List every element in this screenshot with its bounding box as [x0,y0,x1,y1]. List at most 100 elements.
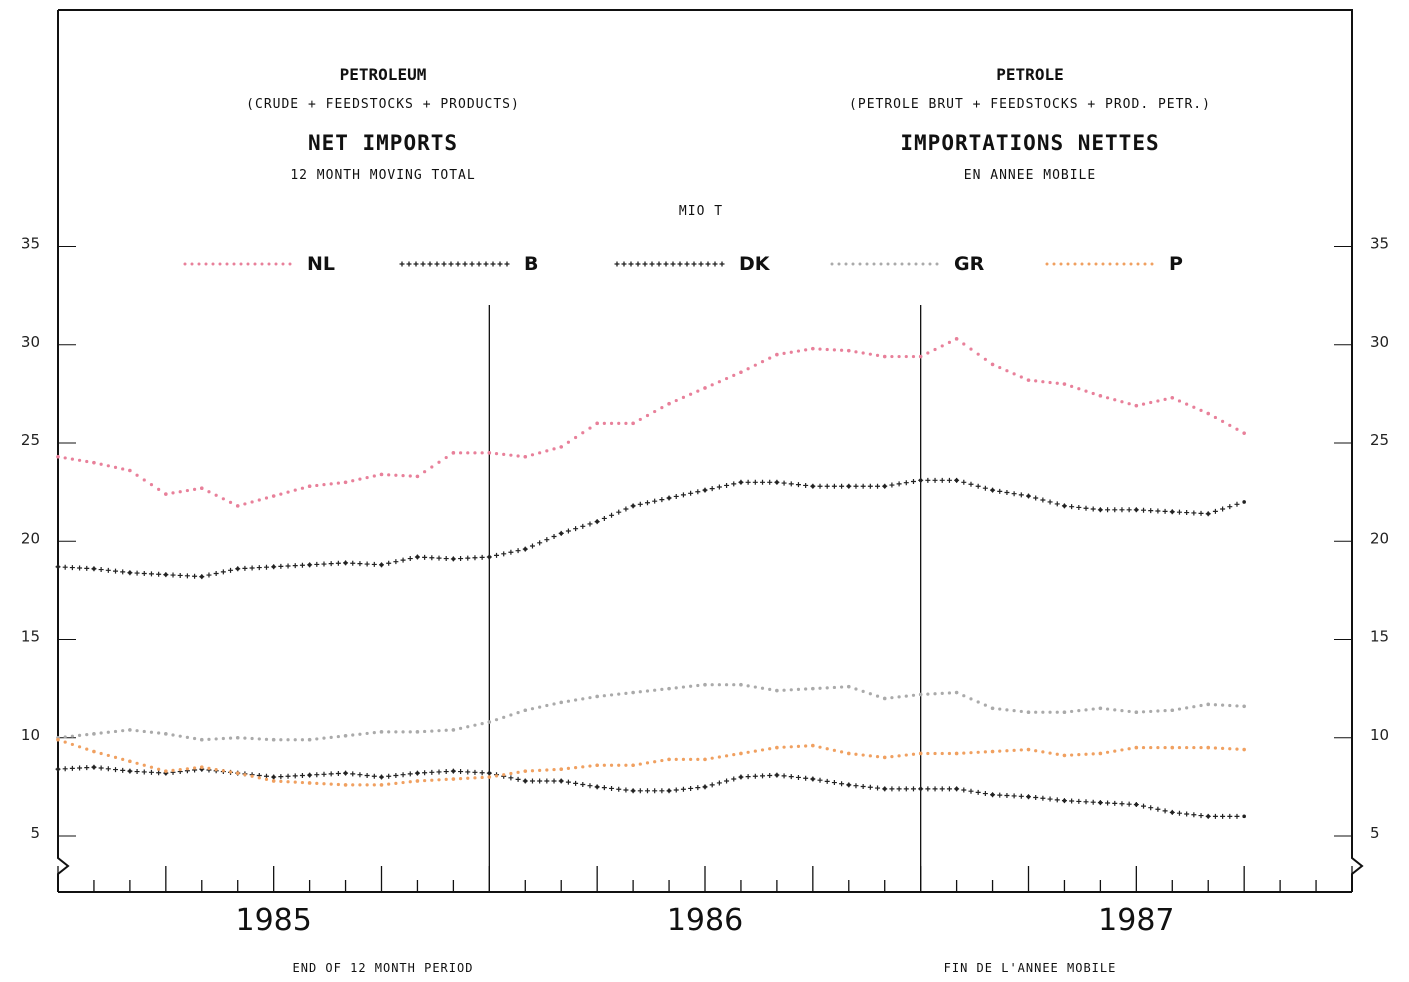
point-gr-2 [128,728,132,732]
point-dk-1 [92,765,96,770]
point-gr-20 [775,688,779,693]
legend-item-nl: NL [183,253,335,275]
point-gr-8 [343,733,348,738]
legend-label-b: B [524,253,538,275]
series-layer [55,337,1246,819]
point-b-22 [846,484,851,489]
point-nl-2 [128,468,132,473]
point-gr-26 [990,706,995,711]
y-tick-label-right-20: 20 [1370,529,1389,547]
point-nl-17 [667,401,671,406]
point-nl-31 [1170,396,1175,400]
point-dk-28 [1062,798,1067,803]
point-gr-11 [451,728,456,732]
point-nl-11 [451,451,456,455]
series-b [55,477,1246,580]
point-b-3 [164,572,168,577]
point-gr-18 [703,682,707,687]
point-gr-7 [307,737,312,742]
point-b-25 [954,478,959,483]
point-b-23 [882,484,887,489]
point-dk-25 [954,787,959,791]
point-b-15 [595,519,599,524]
legend-item-p: P [1045,253,1183,275]
series-gr [56,682,1246,742]
point-nl-30 [1134,403,1139,408]
point-dk-29 [1098,800,1103,805]
point-nl-8 [343,480,348,485]
point-b-32 [1206,511,1211,516]
point-p-17 [667,757,671,762]
point-p-33 [1242,747,1246,752]
point-dk-9 [379,775,384,779]
point-p-26 [990,749,995,754]
right-period: EN ANNEE MOBILE [964,168,1096,183]
left-period: 12 MONTH MOVING TOTAL [290,168,475,183]
point-p-25 [954,751,959,756]
point-dk-23 [882,787,887,791]
y-tick-label-right-30: 30 [1370,333,1389,351]
unit-label: MIO T [679,204,723,219]
point-p-3 [164,769,168,773]
point-b-6 [271,564,276,569]
point-gr-29 [1098,706,1103,711]
point-nl-32 [1206,411,1211,416]
legend-label-p: P [1169,253,1183,275]
point-nl-10 [415,474,420,479]
point-p-4 [199,765,204,770]
point-p-14 [559,767,564,771]
series-dk [55,764,1246,819]
point-nl-29 [1098,394,1103,398]
point-dk-16 [631,789,635,793]
point-b-31 [1170,509,1175,514]
point-dk-30 [1134,802,1139,807]
point-b-30 [1134,508,1139,512]
point-dk-21 [811,777,815,781]
legend-item-b: B [399,253,538,275]
point-gr-10 [415,730,420,734]
point-nl-0 [56,454,60,459]
point-dk-27 [1026,794,1031,799]
chart-frame [57,9,1364,893]
point-gr-24 [918,692,923,697]
point-b-17 [667,496,671,500]
point-gr-14 [559,700,564,705]
point-dk-8 [343,771,348,775]
point-b-16 [631,504,635,508]
point-b-12 [487,555,492,559]
point-dk-2 [128,769,132,773]
point-b-29 [1098,508,1103,512]
point-nl-13 [523,454,528,459]
point-b-19 [739,480,743,485]
point-gr-32 [1206,702,1211,707]
legend-item-gr: GR [830,253,985,275]
point-b-2 [128,570,132,575]
point-p-10 [415,779,420,783]
point-p-18 [703,757,707,762]
point-gr-1 [92,732,96,736]
point-b-24 [918,478,923,483]
legend-label-dk: DK [739,253,771,275]
y-tick-label-left-35: 35 [21,235,40,253]
point-p-29 [1098,751,1103,756]
left-main-title: NET IMPORTS [308,131,458,155]
point-p-0 [56,737,60,742]
point-gr-15 [595,694,599,699]
point-gr-23 [882,696,887,701]
point-p-2 [128,759,132,764]
right-title: PETROLE [996,65,1063,84]
point-nl-5 [235,504,240,508]
point-nl-16 [631,421,635,426]
point-p-31 [1170,745,1175,750]
point-p-8 [343,783,348,787]
point-nl-27 [1026,378,1031,382]
point-gr-27 [1026,710,1031,715]
point-gr-21 [811,686,815,691]
point-b-27 [1026,494,1031,498]
point-p-5 [235,771,240,775]
point-p-23 [882,755,887,760]
right-main-title: IMPORTATIONS NETTES [900,131,1159,155]
point-b-14 [559,531,564,536]
point-gr-3 [164,732,168,736]
